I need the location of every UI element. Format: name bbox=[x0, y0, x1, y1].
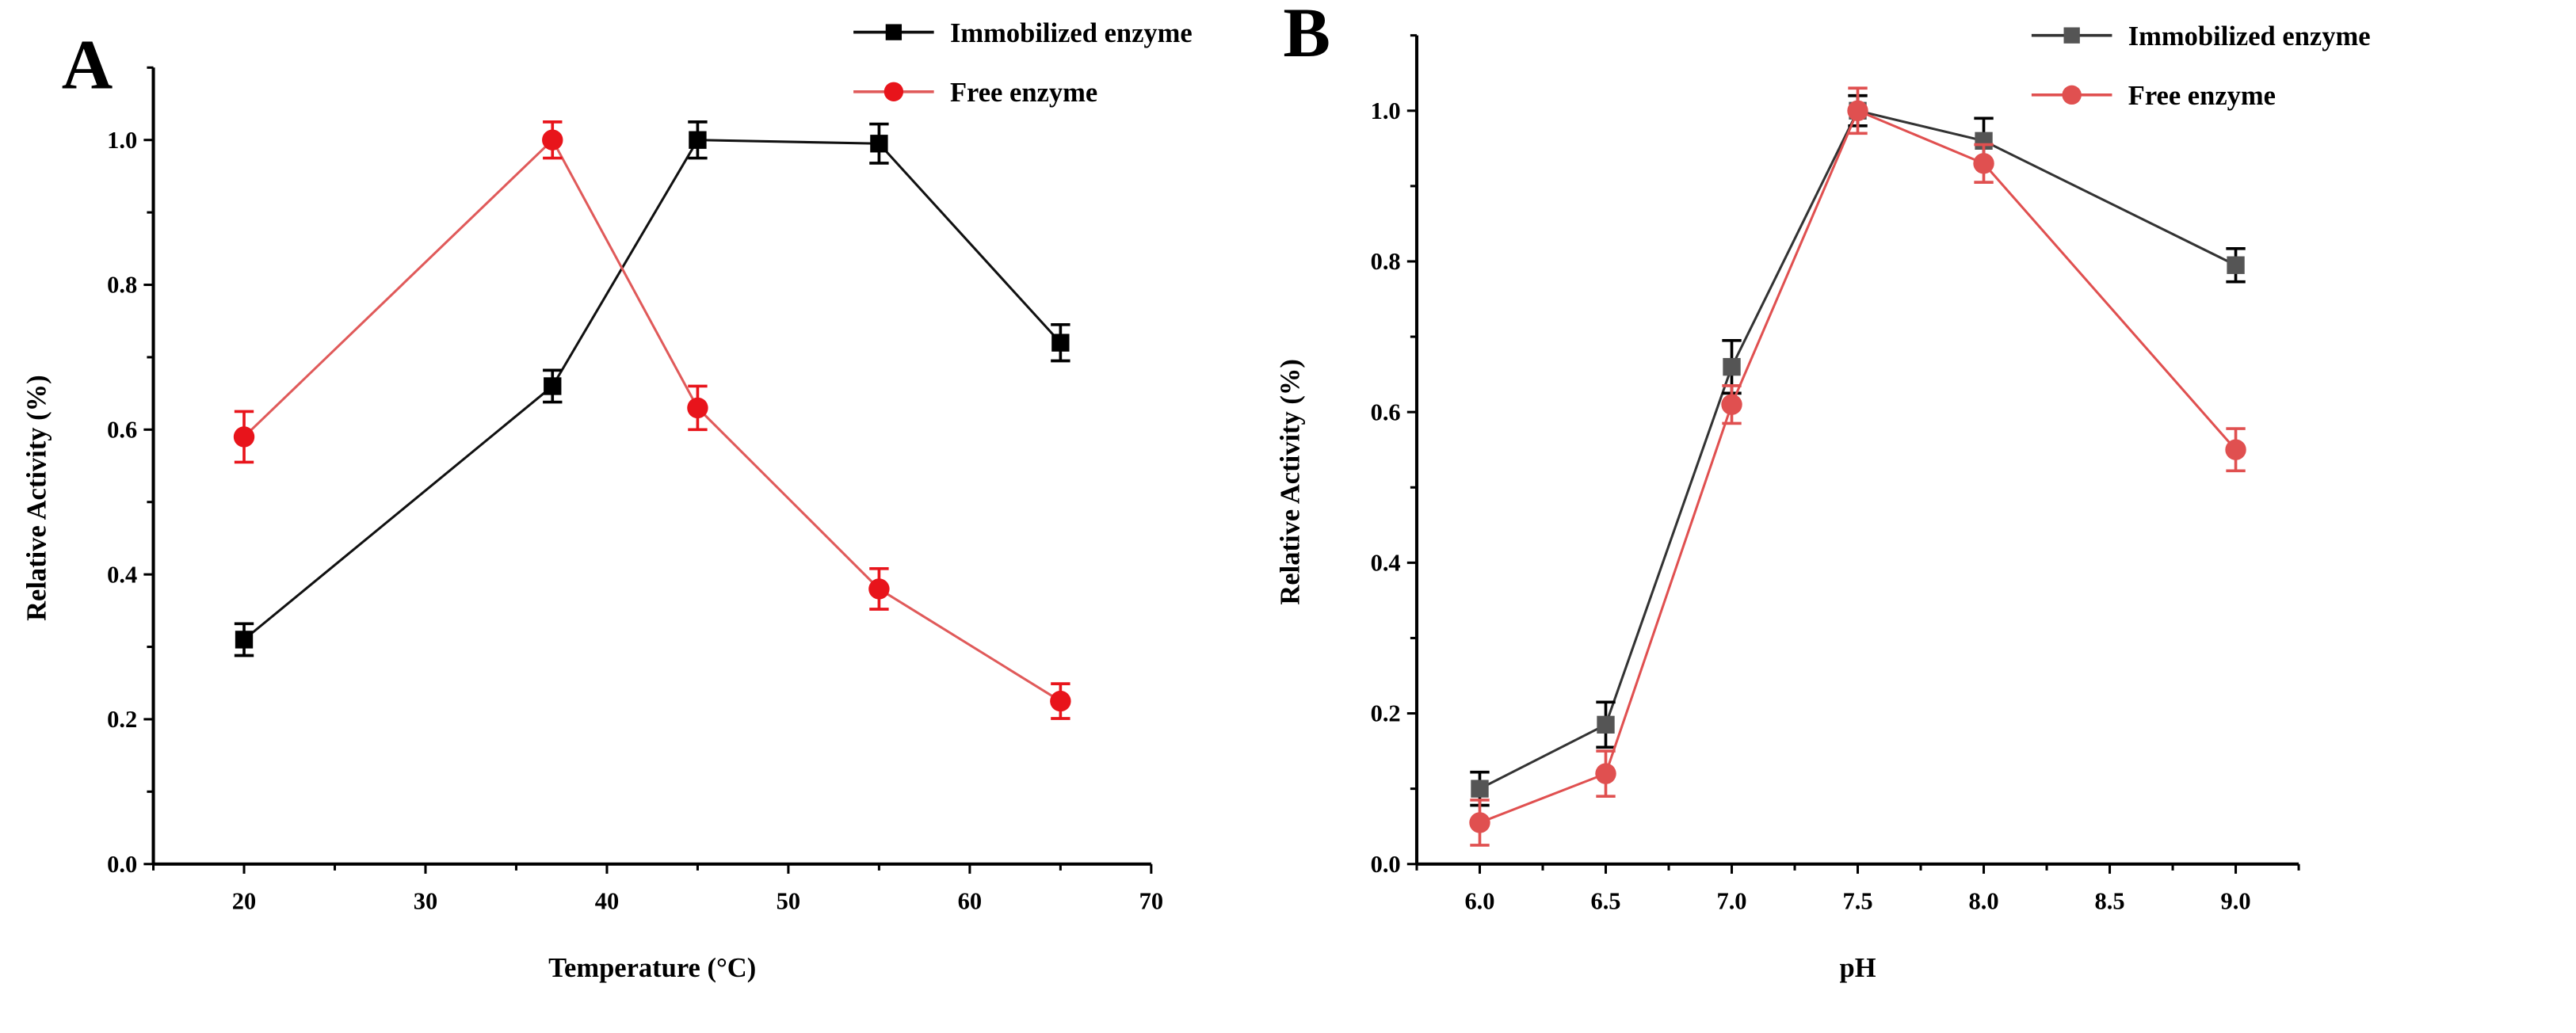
x-axis-title: Temperature (°C) bbox=[548, 953, 756, 983]
legend-label: Immobilized enzyme bbox=[950, 18, 1193, 48]
y-axis-title: Relative Activity (%) bbox=[21, 375, 52, 621]
data-point-circle bbox=[542, 129, 563, 151]
series-line bbox=[242, 138, 1062, 703]
y-tick-label: 0.4 bbox=[107, 561, 137, 588]
panel-b-ph-chart: B 0.0 0.2 0.4 0.6 0.8 1.0 6.0 6.5 7.0 7.5 8.0 8.5 9.0… bbox=[1276, 0, 2371, 983]
data-point-square bbox=[870, 135, 888, 153]
y-tick-label: 0.6 bbox=[1371, 398, 1401, 425]
data-point-square bbox=[2227, 256, 2245, 274]
legend-item: Immobilized enzyme bbox=[2031, 21, 2371, 51]
panel-label: A bbox=[62, 26, 113, 105]
x-tick-label: 7.0 bbox=[1716, 888, 1746, 915]
x-tick-label: 60 bbox=[958, 888, 982, 915]
data-point-square bbox=[544, 377, 562, 395]
series-line bbox=[1479, 109, 2237, 824]
x-tick-label: 6.0 bbox=[1464, 888, 1494, 915]
legend-circle-marker bbox=[2062, 85, 2082, 105]
legend-label: Free enzyme bbox=[2128, 81, 2276, 111]
data-point-square bbox=[1471, 780, 1489, 798]
x-tick-label: 30 bbox=[414, 888, 437, 915]
x-tick-label: 70 bbox=[1139, 888, 1163, 915]
legend-square-marker bbox=[2063, 27, 2080, 44]
x-tick-label: 8.5 bbox=[2095, 888, 2125, 915]
legend-item: Free enzyme bbox=[853, 78, 1097, 108]
legend-item: Immobilized enzyme bbox=[853, 18, 1193, 48]
data-point-circle bbox=[2225, 439, 2246, 460]
data-point-circle bbox=[1469, 812, 1490, 833]
x-tick-label: 50 bbox=[777, 888, 800, 915]
y-tick-label: 0.4 bbox=[1371, 550, 1401, 577]
legend-label: Free enzyme bbox=[950, 78, 1097, 108]
y-tick-label: 1.0 bbox=[1371, 97, 1401, 124]
series-free-enzyme bbox=[233, 120, 1071, 720]
legend-circle-marker bbox=[883, 82, 904, 101]
y-tick-label: 0.2 bbox=[107, 706, 137, 733]
data-point-circle bbox=[1050, 690, 1071, 712]
x-tick-label: 9.0 bbox=[2221, 888, 2251, 915]
data-point-circle bbox=[1973, 153, 1994, 174]
series-free-enzyme bbox=[1469, 86, 2246, 847]
panel-a-temperature-chart: A 0.0 0.2 0.4 0.6 0.8 1.0 20 30 40 50 60 70 Temperatu… bbox=[21, 18, 1192, 983]
y-tick-label: 1.0 bbox=[107, 127, 137, 154]
x-axis-title: pH bbox=[1840, 953, 1876, 983]
y-tick-label: 0.6 bbox=[107, 416, 137, 443]
data-point-circle bbox=[1721, 394, 1742, 415]
series-immobilized-enzyme bbox=[234, 120, 1070, 658]
data-point-square bbox=[1723, 357, 1741, 376]
legend-label: Immobilized enzyme bbox=[2128, 21, 2371, 51]
x-tick-label: 8.0 bbox=[1968, 888, 1998, 915]
data-point-square bbox=[1597, 715, 1615, 734]
y-tick-label: 0.0 bbox=[107, 851, 137, 878]
data-point-circle bbox=[687, 397, 708, 419]
x-tick-label: 7.5 bbox=[1842, 888, 1872, 915]
data-point-circle bbox=[1847, 100, 1868, 121]
y-tick-label: 0.2 bbox=[1371, 700, 1401, 727]
data-point-circle bbox=[868, 578, 890, 600]
data-point-square bbox=[235, 631, 254, 649]
y-tick-label: 0.0 bbox=[1371, 851, 1401, 878]
data-point-circle bbox=[233, 426, 255, 448]
x-tick-label: 6.5 bbox=[1590, 888, 1620, 915]
series-immobilized-enzyme bbox=[1470, 93, 2246, 807]
legend-square-marker bbox=[885, 24, 903, 40]
y-tick-label: 0.8 bbox=[107, 272, 137, 299]
legend-item: Free enzyme bbox=[2031, 81, 2276, 111]
data-point-circle bbox=[1595, 763, 1616, 784]
series-line bbox=[243, 139, 1062, 641]
data-point-square bbox=[1051, 334, 1070, 352]
series-line bbox=[1479, 109, 2237, 790]
panel-label: B bbox=[1283, 0, 1330, 72]
x-tick-label: 40 bbox=[595, 888, 619, 915]
x-tick-label: 20 bbox=[232, 888, 256, 915]
data-point-square bbox=[689, 131, 707, 149]
y-axis-title: Relative Activity (%) bbox=[1276, 359, 1306, 605]
y-tick-label: 0.8 bbox=[1371, 248, 1401, 275]
